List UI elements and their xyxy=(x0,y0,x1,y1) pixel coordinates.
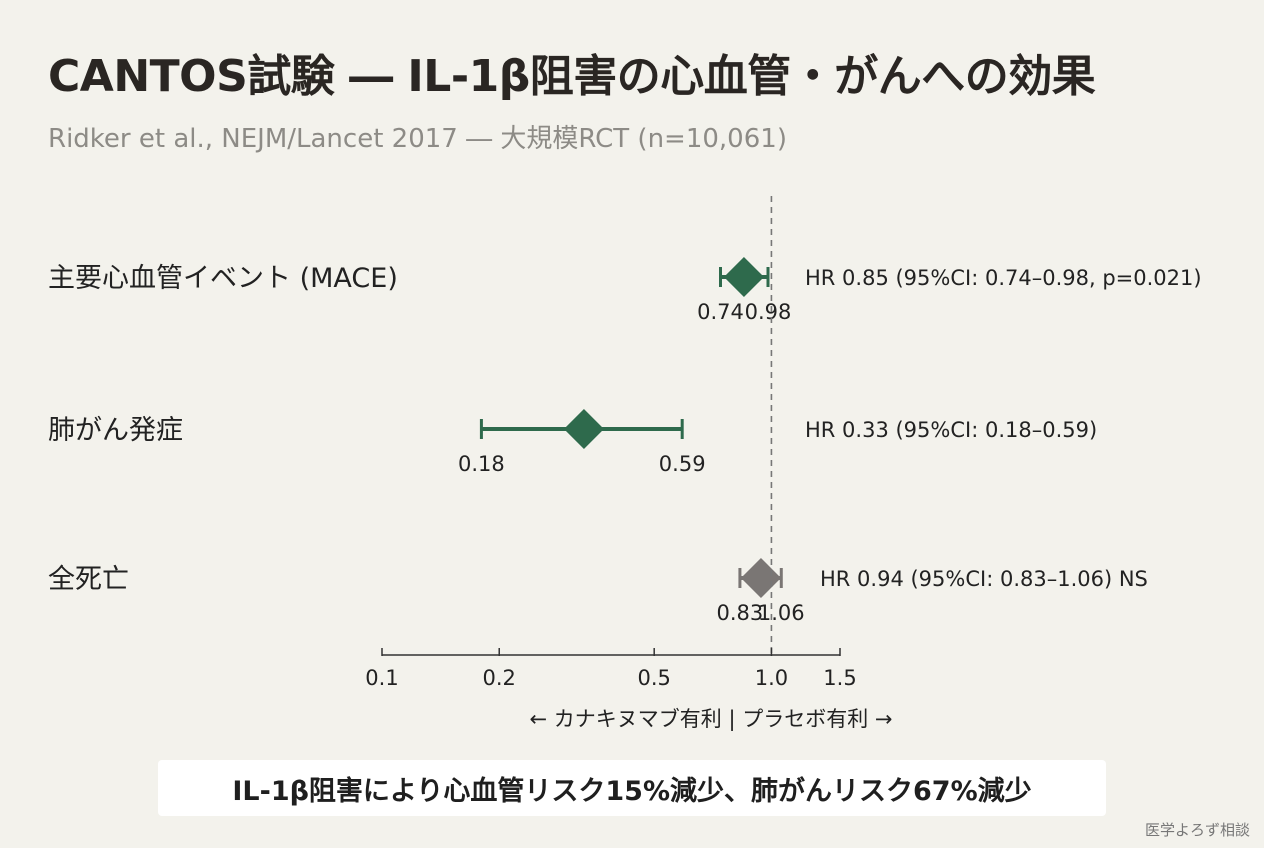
conclusion-banner: IL-1β阻害により心血管リスク15%減少、肺がんリスク67%減少 xyxy=(158,760,1106,816)
tick-label: 1.5 xyxy=(823,666,856,690)
row-label: 主要心血管イベント (MACE) xyxy=(48,263,398,294)
axis-caption: ← カナキヌマブ有利 | プラセボ有利 → xyxy=(530,707,893,732)
forest-row: 全死亡 0.831.06 HR 0.94 (95%CI: 0.83–1.06) NS xyxy=(48,558,1148,625)
row-label: 肺がん発症 xyxy=(48,415,183,446)
hr-diamond xyxy=(740,558,781,598)
ci-high-label: 1.06 xyxy=(758,601,805,625)
forest-row: 肺がん発症 0.18 0.59 HR 0.33 (95%CI: 0.18–0.59) xyxy=(48,409,1097,476)
tick-label: 0.1 xyxy=(365,666,398,690)
tick-label: 1.0 xyxy=(755,666,788,690)
chart-subtitle: Ridker et al., NEJM/Lancet 2017 ― 大規模RCT… xyxy=(48,124,787,154)
footer-credit: 医学よろず相談 xyxy=(1144,821,1250,839)
forest-rows: 主要心血管イベント (MACE) 0.74 0.98 HR 0.85 (95%CI: … xyxy=(48,257,1202,625)
ci-high-label: 0.98 xyxy=(745,300,792,324)
tick-label: 0.2 xyxy=(483,666,516,690)
ci-low-label: 0.74 xyxy=(697,300,744,324)
forest-row: 主要心血管イベント (MACE) 0.74 0.98 HR 0.85 (95%CI: … xyxy=(48,257,1202,324)
chart-title: CANTOS試験 ― IL-1β阻害の心血管・がんへの効果 xyxy=(48,51,1096,102)
ci-high-label: 0.59 xyxy=(659,452,706,476)
row-label: 全死亡 xyxy=(48,564,129,595)
x-axis: 0.1 0.2 0.5 1.0 1.5 xyxy=(365,648,857,690)
hr-diamond xyxy=(723,257,764,297)
hr-summary: HR 0.33 (95%CI: 0.18–0.59) xyxy=(805,418,1097,442)
hr-diamond xyxy=(563,409,604,449)
hr-summary: HR 0.85 (95%CI: 0.74–0.98, p=0.021) xyxy=(805,266,1202,290)
ci-low-label: 0.18 xyxy=(458,452,505,476)
ci-low-label: 0.83 xyxy=(717,601,764,625)
tick-label: 0.5 xyxy=(637,666,670,690)
hr-summary: HR 0.94 (95%CI: 0.83–1.06) NS xyxy=(820,567,1148,591)
